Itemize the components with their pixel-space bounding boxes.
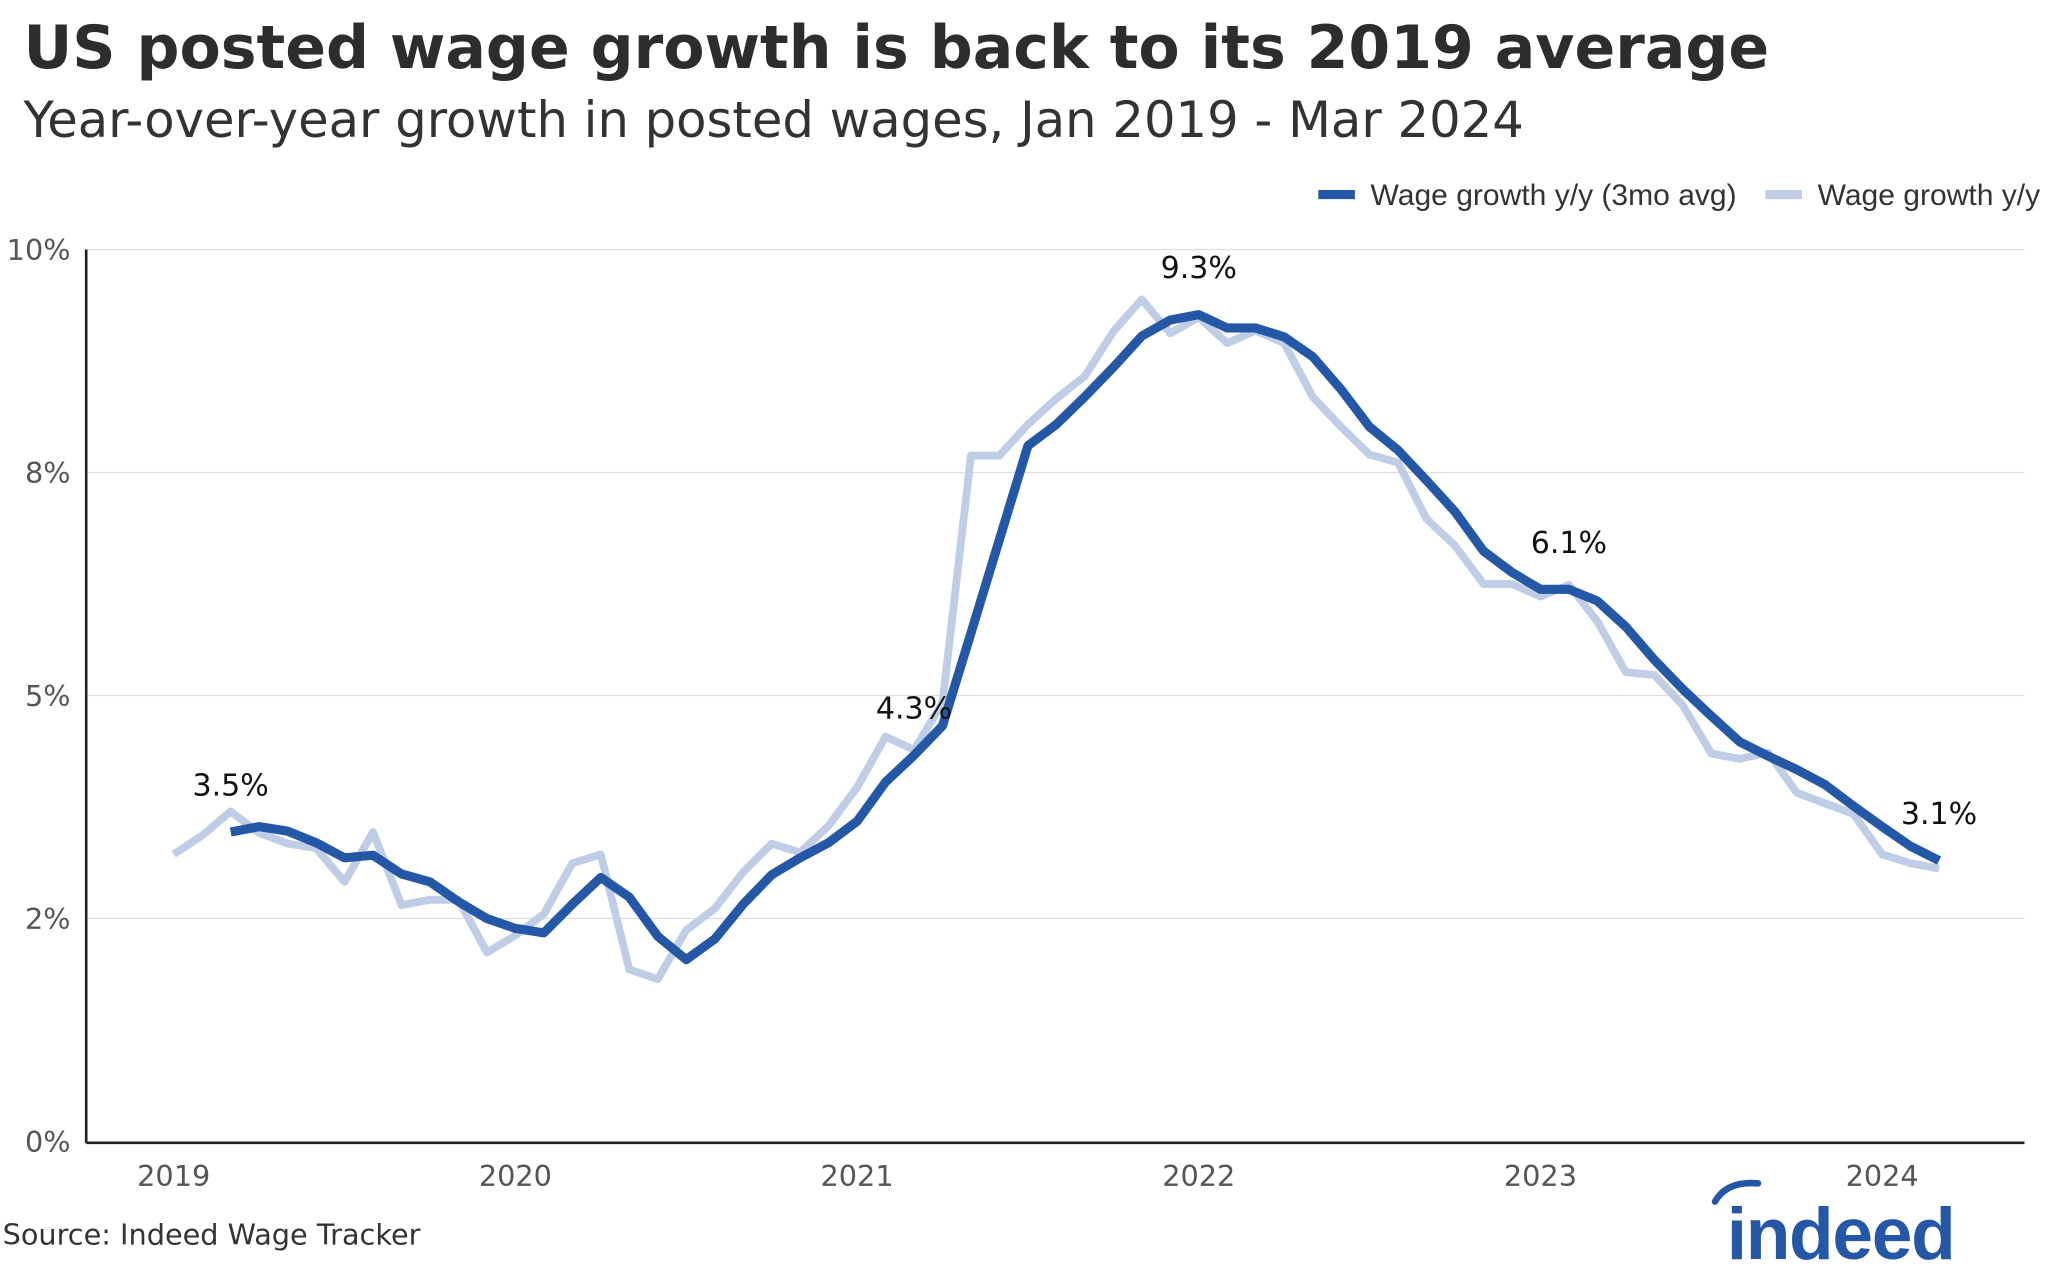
chart-subtitle: Year-over-year growth in posted wages, J… [23, 91, 1524, 149]
x-tick-label: 2020 [479, 1159, 552, 1193]
legend-label-monthly: Wage growth y/y [1818, 179, 2041, 212]
x-axis-ticks: 2019 2020 2021 2022 2023 2024 [137, 1159, 1919, 1193]
gridlines [86, 248, 2025, 920]
data-label: 4.3% [876, 692, 952, 727]
y-tick-label: 5% [25, 679, 71, 713]
y-tick-label: 2% [25, 902, 71, 936]
data-label: 6.1% [1531, 526, 1607, 561]
x-tick-label: 2019 [137, 1159, 210, 1193]
data-label: 9.3% [1161, 251, 1237, 286]
x-tick-label: 2022 [1162, 1159, 1235, 1193]
annotations: 3.5% 4.3% 9.3% 6.1% 3.1% [193, 251, 1978, 832]
legend-label-3mo-avg: Wage growth y/y (3mo avg) [1371, 179, 1737, 212]
x-tick-label: 2021 [821, 1159, 894, 1193]
data-label: 3.5% [193, 768, 269, 803]
y-tick-label: 0% [25, 1125, 71, 1159]
indeed-logo: indeed [1711, 1179, 1956, 1275]
data-label: 3.1% [1901, 797, 1977, 832]
legend: Wage growth y/y (3mo avg) Wage growth y/… [1318, 179, 2040, 212]
x-tick-label: 2024 [1846, 1159, 1919, 1193]
y-axis-ticks: 0% 2% 5% 8% 10% [7, 233, 71, 1159]
series-line-3mo-avg [229, 310, 1942, 965]
series-lines [171, 295, 1942, 984]
logo-wordmark: indeed [1727, 1194, 1955, 1275]
logo-arc [1711, 1179, 1762, 1205]
series-line-monthly [171, 295, 1940, 984]
chart-title: US posted wage growth is back to its 201… [24, 13, 1770, 83]
source-note: Source: Indeed Wage Tracker [3, 1218, 421, 1252]
x-tick-label: 2023 [1504, 1159, 1577, 1193]
y-tick-label: 10% [7, 233, 71, 267]
y-tick-label: 8% [25, 456, 71, 490]
